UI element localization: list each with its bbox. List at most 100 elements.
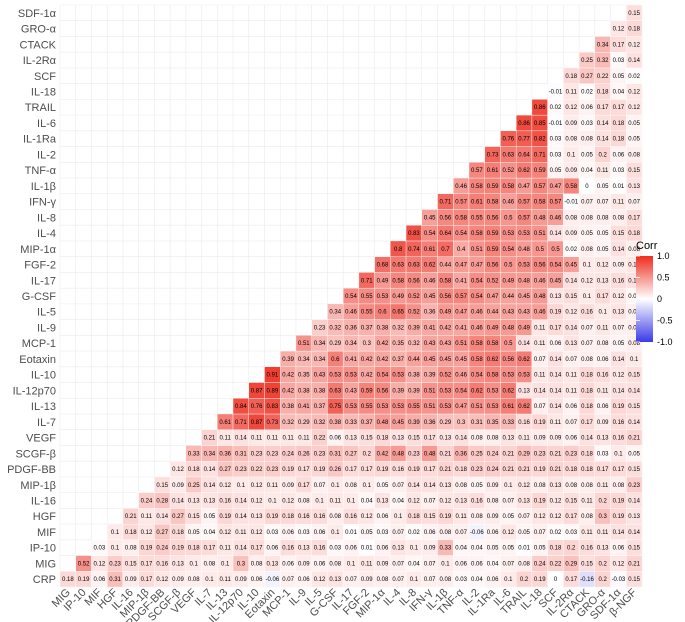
cell-value-label: 0.08	[204, 561, 216, 567]
cell-value-label: 0.27	[581, 74, 593, 80]
cell-value-label: 0.2	[599, 499, 608, 505]
cell-value-label: 0.21	[204, 436, 216, 442]
heatmap-cells: 0.18 0.19 0.06 0.31 0.09 0.17 0.12 0.09 0.08 0.1 0…	[59, 4, 643, 588]
cell-value-label: 0.15	[581, 561, 593, 567]
cell-value-label: 0.86	[534, 105, 546, 111]
cell-value-label: 0.45	[392, 420, 404, 426]
cell-value-label: 0.32	[408, 341, 420, 347]
cell-value-label: 0.14	[597, 121, 609, 127]
cell-value-label: 0.37	[361, 420, 373, 426]
cell-value-label: 0.46	[471, 310, 483, 316]
cell-value-label: 0.12	[550, 514, 562, 520]
cell-value-label: 0.18	[565, 467, 577, 473]
cell-value-label: 0.1	[221, 561, 230, 567]
y-tick-label: IL-17	[31, 275, 56, 287]
cell-value-label: 0.34	[329, 310, 341, 316]
cell-value-label: 0.11	[361, 561, 373, 567]
cell-value-label: 0.41	[455, 278, 467, 284]
cell-value-label: 0.15	[156, 483, 168, 489]
cell-value-label: 0.76	[502, 137, 514, 143]
cell-value-label: 0.07	[502, 499, 514, 505]
y-axis-labels: CRP MIG IP-10 MIF HGF IL-16 MIP-1β PDGF-BB SCGF-…	[7, 8, 57, 586]
cell-value-label: 0.05	[613, 74, 625, 80]
y-tick-label: MCP-1	[22, 338, 56, 350]
cell-value-label: 0.56	[440, 294, 452, 300]
cell-value-label: 0.29	[518, 451, 530, 457]
cell-value-label: 0.14	[424, 483, 436, 489]
cell-value-label: 0.56	[502, 357, 514, 363]
cell-value-label: 0.06	[345, 546, 357, 552]
cell-value-label: 0.08	[298, 499, 310, 505]
cell-value-label: 0.18	[628, 27, 640, 33]
cell-value-label: 0.23	[628, 483, 640, 489]
cell-value-label: 0.49	[440, 310, 452, 316]
cell-value-label: 0.09	[597, 420, 609, 426]
cell-value-label: 0.49	[502, 278, 514, 284]
cell-value-label: 0.11	[597, 483, 609, 489]
cell-value-label: 0.59	[487, 231, 499, 237]
cell-value-label: 0.48	[534, 294, 546, 300]
y-tick-label: SCGF-β	[15, 448, 56, 460]
cell-value-label: 0.13	[455, 499, 467, 505]
y-tick-label: MIF	[37, 527, 56, 539]
cell-value-label: 0.56	[487, 215, 499, 221]
cell-value-label: 0.57	[471, 168, 483, 174]
cell-value-label: 0.58	[534, 200, 546, 206]
cell-value-label: 0.65	[392, 310, 404, 316]
cell-value-label: 0.45	[455, 357, 467, 363]
cell-value-label: 0.15	[424, 514, 436, 520]
y-tick-label: FGF-2	[24, 260, 56, 272]
cell-value-label: 0.31	[471, 420, 483, 426]
cell-value-label: 0.47	[471, 263, 483, 269]
cell-value-label: 0.05	[597, 247, 609, 253]
cell-value-label: 0.15	[408, 436, 420, 442]
cell-value-label: 0.48	[392, 451, 404, 457]
cell-value-label: 0.08	[188, 577, 200, 583]
cell-value-label: 0.11	[566, 373, 578, 379]
cell-value-label: 0.56	[534, 263, 546, 269]
cell-value-label: 0.27	[172, 514, 184, 520]
cell-value-label: 0.87	[251, 420, 263, 426]
cell-value-label: 0.11	[550, 420, 562, 426]
cell-value-label: 0.58	[455, 215, 467, 221]
y-tick-label: IL-1β	[31, 181, 56, 193]
cell-value-label: 0.45	[550, 278, 562, 284]
cell-value-label: 0.08	[597, 215, 609, 221]
cell-value-label: 0.41	[455, 325, 467, 331]
cell-value-label: 0.13	[392, 546, 404, 552]
cell-value-label: 0.06	[377, 546, 389, 552]
cell-value-label: 0.1	[237, 483, 246, 489]
cell-value-label: 0.12	[361, 514, 373, 520]
cell-value-label: 0.08	[534, 483, 546, 489]
cell-value-label: 0.29	[298, 420, 310, 426]
legend-tick-label: 1.0	[657, 251, 670, 261]
cell-value-label: 0.5	[504, 215, 513, 221]
cell-value-label: 0.12	[408, 499, 420, 505]
cell-value-label: 0.2	[363, 451, 372, 457]
cell-value-label: 0.15	[565, 499, 577, 505]
y-tick-label: MIP-1β	[20, 480, 56, 492]
cell-value-label: 0.11	[566, 90, 578, 96]
cell-value-label: 0.18	[613, 121, 625, 127]
cell-value-label: 0.52	[487, 278, 499, 284]
cell-value-label: 0.12	[172, 467, 184, 473]
cell-value-label: 0.42	[440, 325, 452, 331]
cell-value-label: 0.57	[518, 215, 530, 221]
cell-value-label: 0.07	[613, 325, 625, 331]
cell-value-label: 0.04	[361, 499, 373, 505]
cell-value-label: 0.17	[581, 420, 593, 426]
cell-value-label: 0.43	[518, 310, 530, 316]
cell-value-label: 0.31	[109, 577, 121, 583]
cell-value-label: 0.68	[377, 263, 389, 269]
cell-value-label: 0.11	[220, 577, 232, 583]
cell-value-label: 0.23	[251, 451, 263, 457]
cell-value-label: 0.01	[361, 546, 373, 552]
cell-value-label: 0.12	[628, 90, 640, 96]
cell-value-label: 0.1	[630, 357, 639, 363]
y-tick-label: IL-7	[37, 417, 56, 429]
cell-value-label: 0.2	[599, 577, 608, 583]
cell-value-label: 0.22	[550, 561, 562, 567]
cell-value-label: 0.52	[408, 310, 420, 316]
cell-value-label: 0.05	[581, 152, 593, 158]
cell-value-label: 0.07	[282, 577, 294, 583]
